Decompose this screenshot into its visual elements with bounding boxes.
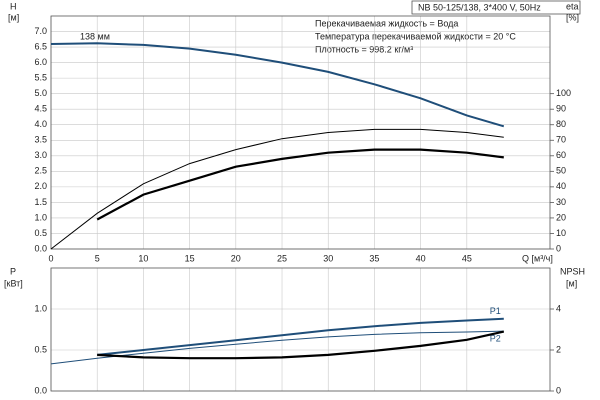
y-tick-label: 6.5 bbox=[34, 41, 47, 51]
y-tick-label: 0.0 bbox=[34, 385, 47, 395]
x-tick-label: 15 bbox=[185, 253, 195, 263]
y-tick-label: 0.5 bbox=[34, 344, 47, 354]
y2-tick-label: 10 bbox=[556, 228, 566, 238]
annotation: Температура перекачиваемой жидкости = 20… bbox=[315, 31, 516, 41]
x-tick-label: 25 bbox=[277, 253, 287, 263]
y-axis-label: H bbox=[10, 1, 17, 11]
title-box bbox=[411, 0, 581, 15]
y-tick-label: 4.5 bbox=[34, 104, 47, 114]
series-line bbox=[96, 148, 504, 221]
chart-title: NB 50-125/138, 3*400 V, 50Hz bbox=[418, 2, 541, 12]
y2-tick-label: 20 bbox=[556, 212, 566, 222]
y-tick-label: 5.0 bbox=[34, 88, 47, 98]
series-line bbox=[97, 330, 505, 360]
y2-tick-label: 40 bbox=[556, 181, 566, 191]
series-line bbox=[50, 330, 504, 365]
y-tick-label: 7.0 bbox=[34, 26, 47, 36]
y-tick-label: 3.0 bbox=[34, 150, 47, 160]
plot-frame bbox=[50, 15, 551, 250]
y2-tick-label: 80 bbox=[556, 119, 566, 129]
y-tick-label: 3.5 bbox=[34, 135, 47, 145]
y-axis-unit: [м] bbox=[8, 12, 19, 22]
y2-tick-label: 100 bbox=[556, 88, 571, 98]
y2-tick-label: 0 bbox=[556, 385, 561, 395]
y2-tick-label: 30 bbox=[556, 197, 566, 207]
x-tick-label: 10 bbox=[138, 253, 148, 263]
y2-tick-label: 70 bbox=[556, 135, 566, 145]
x-tick-label: 20 bbox=[231, 253, 241, 263]
x-tick-label: 35 bbox=[369, 253, 379, 263]
series-line bbox=[50, 42, 505, 128]
y-tick-label: 5.5 bbox=[34, 73, 47, 83]
annotation: Перекачиваемая жидкость = Вода bbox=[315, 18, 458, 28]
y2-tick-label: 60 bbox=[556, 150, 566, 160]
x-tick-label: 30 bbox=[323, 253, 333, 263]
y2-tick-label: 0 bbox=[556, 243, 561, 253]
y-axis-label: P bbox=[10, 266, 16, 276]
annotation: 138 мм bbox=[80, 31, 110, 41]
x-tick-label: 40 bbox=[416, 253, 426, 263]
annotation: Плотность = 998.2 кг/м³ bbox=[315, 44, 413, 54]
y-tick-label: 1.0 bbox=[34, 303, 47, 313]
y2-tick-label: 4 bbox=[556, 303, 561, 313]
y2-axis-unit: [м] bbox=[566, 278, 577, 288]
y2-tick-label: 90 bbox=[556, 104, 566, 114]
y2-axis-label: eta bbox=[566, 1, 579, 11]
y2-tick-label: 2 bbox=[556, 344, 561, 354]
y2-axis-label: NPSH bbox=[560, 266, 585, 276]
y-tick-label: 0.5 bbox=[34, 228, 47, 238]
y-tick-label: 2.5 bbox=[34, 166, 47, 176]
y2-tick-label: 50 bbox=[556, 166, 566, 176]
y-tick-label: 4.0 bbox=[34, 119, 47, 129]
y-tick-label: 2.0 bbox=[34, 181, 47, 191]
series-label: P2 bbox=[490, 334, 501, 344]
y-axis-unit: [кВт] bbox=[4, 278, 23, 288]
y-tick-label: 1.5 bbox=[34, 197, 47, 207]
y-tick-label: 6.0 bbox=[34, 57, 47, 67]
y-tick-label: 0.0 bbox=[34, 243, 47, 253]
y-tick-label: 1.0 bbox=[34, 212, 47, 222]
series-label: P1 bbox=[490, 306, 501, 316]
series-line bbox=[50, 128, 504, 250]
x-tick-label: 45 bbox=[462, 253, 472, 263]
x-tick-label: 5 bbox=[95, 253, 100, 263]
y2-axis-unit: [%] bbox=[566, 12, 579, 22]
x-axis-label: Q [м³/ч] bbox=[522, 253, 553, 263]
x-tick-label: 0 bbox=[48, 253, 53, 263]
series-line bbox=[97, 317, 504, 356]
plot-frame bbox=[50, 267, 551, 392]
